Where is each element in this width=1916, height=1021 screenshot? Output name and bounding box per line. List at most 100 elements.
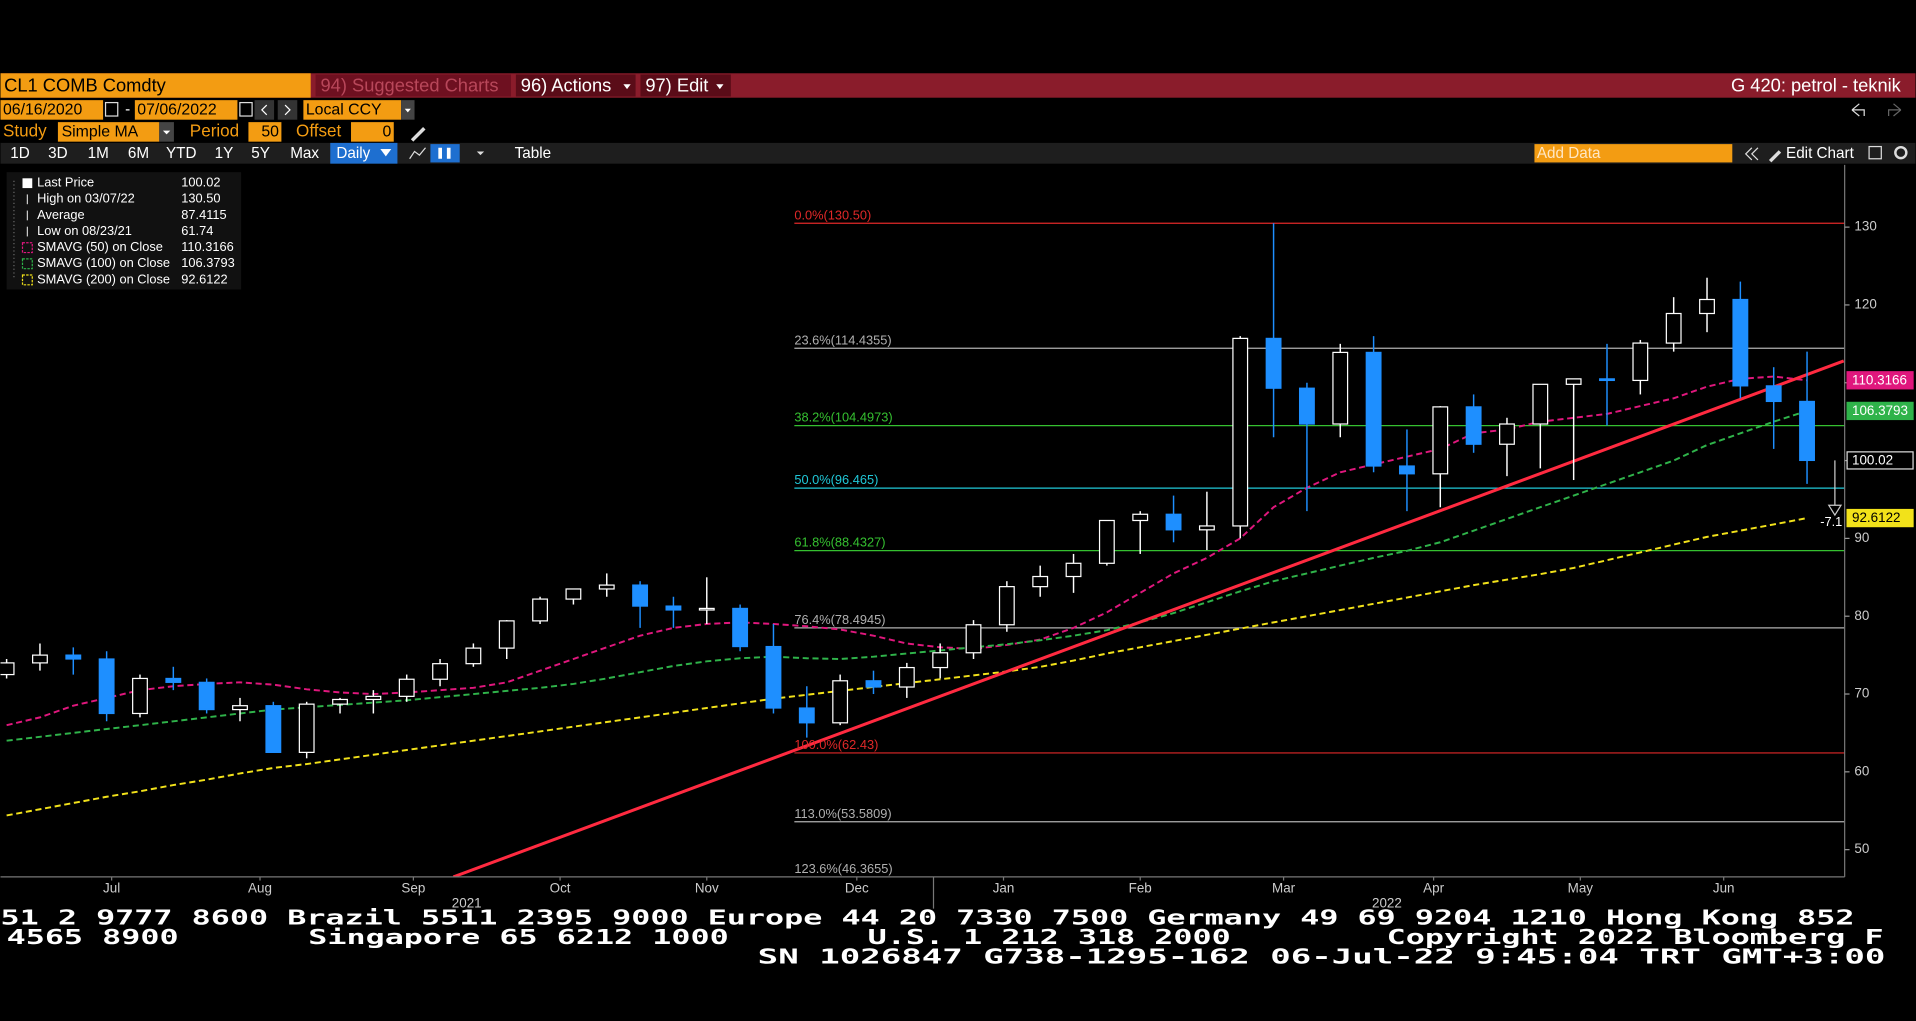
candle-body (1098, 519, 1115, 564)
study-box[interactable] (57, 122, 160, 142)
candle-body (165, 677, 182, 683)
currency-box[interactable] (303, 100, 402, 120)
last-price-tag-label: 100.02 (1852, 453, 1893, 468)
legend-name: Low on 08/23/21 (37, 223, 132, 238)
ticker-text: Copyright 2022 Bloomberg F (1387, 925, 1884, 949)
gear-icon[interactable] (1894, 145, 1908, 160)
last-price-tag (1846, 451, 1914, 470)
range-button[interactable]: 1M (88, 145, 109, 162)
legend-value: 130.50 (181, 191, 220, 206)
candle-body (1298, 387, 1315, 425)
candle-body (565, 588, 582, 600)
candle-body (132, 677, 148, 715)
range-button[interactable]: 1Y (215, 145, 234, 162)
candle-body (1198, 525, 1215, 531)
candle-body (1732, 298, 1749, 387)
y-tick-label: 80 (1854, 608, 1869, 623)
dropdown-arrow (162, 130, 171, 135)
edit-chart[interactable]: Edit Chart (1786, 145, 1855, 162)
calendar-icon[interactable] (239, 101, 253, 117)
suggested-button[interactable] (315, 74, 512, 97)
dropdown-arrow[interactable] (476, 151, 485, 156)
next-button[interactable] (277, 100, 298, 120)
pencil-icon[interactable] (410, 127, 426, 142)
x-tick-label: May (1568, 881, 1594, 896)
start-date: 06/16/2020 (3, 102, 83, 119)
candle-body (332, 698, 348, 705)
undo-icon[interactable] (1851, 103, 1865, 117)
legend-value: 61.74 (181, 223, 213, 238)
candle-body (1032, 575, 1049, 588)
x-tick-label: Jul (103, 881, 120, 896)
candle-body (198, 681, 215, 711)
legend-name: High on 03/07/22 (37, 191, 135, 206)
legend-value: 92.6122 (181, 271, 227, 286)
range-button[interactable]: 3D (48, 145, 68, 162)
ma-price-tag-label: 106.3793 (1852, 403, 1908, 418)
x-tick-label: Apr (1423, 881, 1444, 896)
suggested: 94) Suggested Charts (320, 75, 498, 96)
range-buttons: 1D 3D 1M 6M YTD 1Y 5Y Max (10, 145, 319, 162)
year-label: 2022 (1372, 895, 1402, 910)
candle-body (1132, 513, 1149, 522)
collapse-icon[interactable] (1744, 147, 1759, 161)
range-button[interactable]: 6M (128, 145, 149, 162)
legend-value: 110.3166 (181, 239, 233, 254)
redo-icon[interactable] (1888, 103, 1902, 117)
fib-label: 100.0%(62.43) (794, 737, 878, 752)
candle-body (1232, 337, 1249, 527)
actions-button[interactable] (515, 74, 636, 97)
range-bar (0, 142, 1916, 164)
dropdown-arrow (380, 148, 392, 157)
candle-body (1765, 385, 1782, 403)
study: Simple MA (62, 124, 139, 141)
x-tick-label: Feb (1129, 881, 1152, 896)
range-button[interactable]: Max (290, 145, 319, 162)
moving-average (6, 375, 1808, 727)
range-button[interactable]: YTD (166, 145, 197, 162)
prev-button[interactable] (254, 100, 275, 120)
start-date-box[interactable] (0, 100, 104, 120)
candle-icon-button[interactable] (430, 144, 460, 163)
range-button[interactable]: 1D (10, 145, 30, 162)
end-date-box[interactable] (134, 100, 238, 120)
study-label: Study (3, 121, 47, 140)
period-label: Period (190, 121, 239, 140)
actions: 96) Actions (521, 75, 612, 96)
security-box[interactable] (0, 73, 311, 98)
fib-label: 0.0%(130.50) (794, 207, 871, 222)
settings-icon[interactable] (1868, 145, 1882, 160)
x-tick-label: Aug (248, 881, 272, 896)
line-icon[interactable] (409, 147, 426, 160)
fib-label: 61.8%(88.4327) (794, 535, 885, 550)
x-tick-label: Jun (1713, 881, 1735, 896)
calendar-icon[interactable] (104, 101, 119, 117)
year-label: 2021 (452, 895, 482, 910)
legend-name: SMAVG (50) on Close (37, 239, 163, 254)
candle-body (1432, 406, 1449, 475)
offset-box[interactable] (351, 122, 394, 142)
screen-name: G 420: petrol - teknik (1731, 75, 1902, 96)
legend-swatch (21, 274, 33, 286)
ma-price-tag-label: 110.3166 (1852, 372, 1907, 387)
candle-body (1532, 383, 1549, 425)
candle-body (865, 680, 882, 688)
candle-body (1265, 337, 1282, 389)
frequency-button[interactable] (330, 142, 398, 164)
add-data-box[interactable] (1534, 144, 1733, 163)
range-button[interactable]: 5Y (251, 145, 270, 162)
edit-button[interactable] (640, 74, 731, 97)
period-box[interactable] (248, 122, 282, 142)
table-button[interactable]: Table (515, 145, 551, 162)
candle-body (1365, 351, 1382, 467)
footer: 51 2 9777 8600 Brazil 5511 2395 9000 Eur… (1, 905, 1886, 968)
candle-body (732, 607, 749, 648)
fib-label: 113.0%(53.5809) (794, 806, 891, 821)
pencil-icon (1768, 150, 1782, 163)
ticker-text: 4565 8900 (7, 925, 179, 949)
candle-icon (438, 147, 451, 159)
legend-value: 106.3793 (181, 255, 234, 270)
legend-swatch (22, 178, 33, 189)
